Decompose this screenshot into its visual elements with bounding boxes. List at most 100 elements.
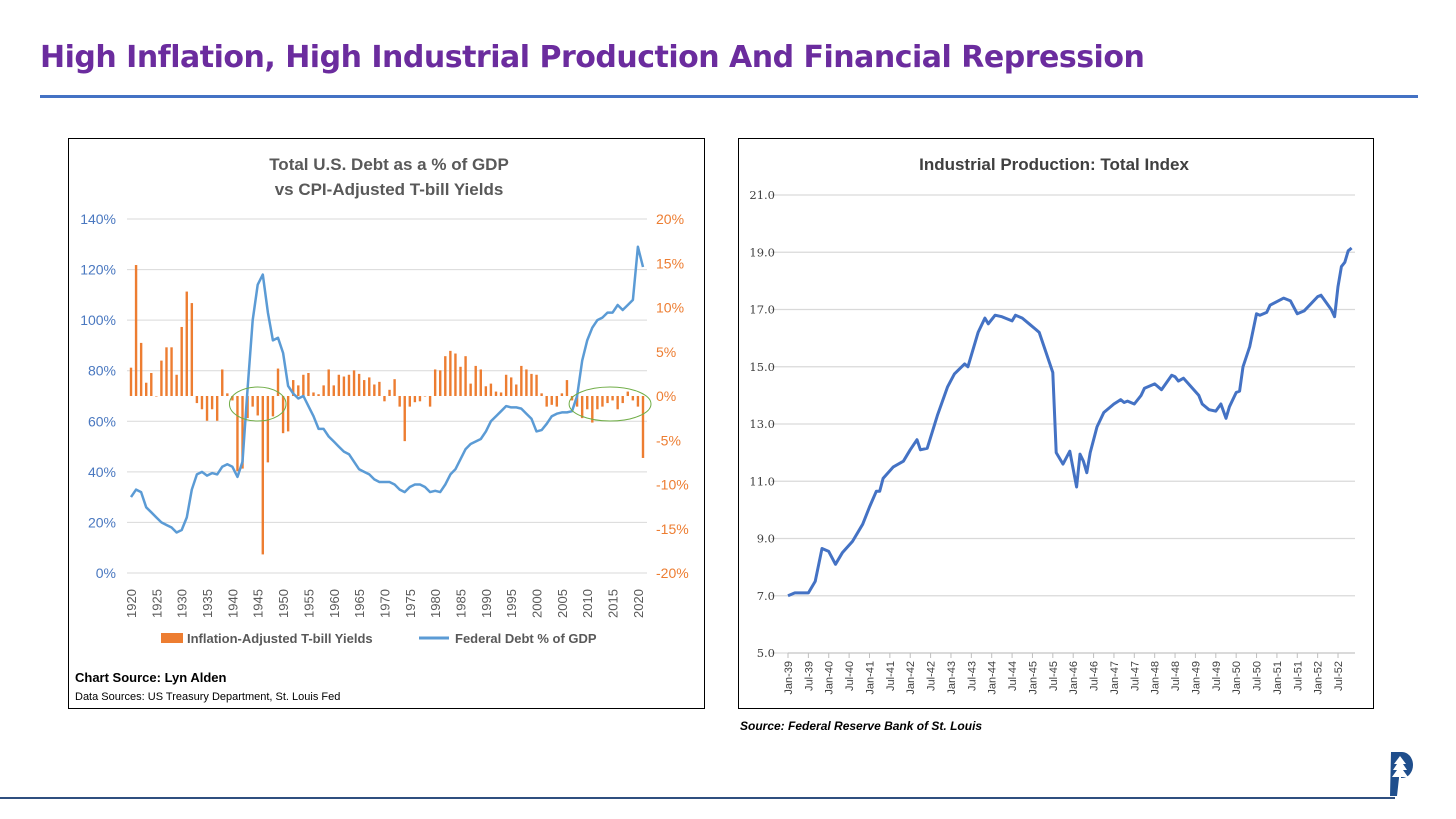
right-axis-tick: -20% (656, 565, 689, 581)
yield-bar (423, 396, 427, 397)
yield-bar (439, 370, 442, 396)
yield-bar (398, 396, 401, 407)
x-axis-tick: Jan-48 (1150, 661, 1162, 695)
yield-bar (388, 389, 391, 396)
yield-bar (408, 396, 412, 407)
x-axis-tick: Jul-42 (926, 661, 938, 691)
x-axis-tick: Jan-45 (1027, 661, 1039, 695)
right-axis-tick: 15% (656, 255, 684, 271)
right-axis-tick: -15% (656, 521, 689, 537)
yield-bar (601, 396, 604, 407)
x-axis-tick: 1975 (403, 589, 418, 618)
x-axis-tick: Jan-52 (1313, 661, 1325, 695)
x-axis-tick: 1935 (200, 589, 215, 618)
x-axis-tick: 2015 (606, 589, 621, 618)
yield-bar (276, 368, 280, 396)
yield-bar (444, 356, 447, 396)
x-axis-tick: Jan-40 (824, 661, 836, 695)
yield-bar (509, 377, 513, 396)
yield-bar (251, 396, 254, 407)
x-axis-tick: 2020 (631, 589, 646, 618)
yield-bar (499, 392, 503, 396)
debt-line (129, 245, 645, 534)
yield-bar (555, 396, 559, 407)
x-axis-tick: Jul-44 (1007, 661, 1019, 691)
chart-title: Industrial Production: Total Index (919, 155, 1189, 174)
x-axis-tick: Jul-49 (1211, 661, 1223, 691)
yield-bar (150, 372, 153, 396)
x-axis-tick: Jan-47 (1109, 661, 1121, 695)
yield-bar (210, 396, 214, 410)
yield-bar (352, 370, 356, 396)
source-note: Source: Federal Reserve Bank of St. Loui… (740, 719, 983, 733)
yield-bar (175, 374, 178, 396)
yield-bar (621, 396, 624, 404)
yield-bar (469, 383, 472, 396)
ip-chart-svg: Industrial Production: Total Index 5.0 7.… (749, 155, 1355, 695)
yield-bar (433, 369, 437, 396)
yield-bar (297, 385, 300, 396)
yield-bar (322, 385, 325, 396)
yield-bar (129, 367, 133, 396)
yield-bar (545, 396, 548, 407)
legend: Inflation-Adjusted T-bill Yields Federal… (161, 631, 597, 646)
yield-bar (221, 369, 224, 396)
yield-bar (560, 393, 564, 396)
x-axis-tick: 1960 (327, 589, 342, 618)
chart-title: Total U.S. Debt as a % of GDP (269, 155, 509, 174)
x-axis-tick: 2005 (555, 589, 570, 618)
yield-bar (520, 365, 523, 396)
yield-bar (332, 385, 335, 396)
yield-bar (180, 326, 183, 396)
x-axis-tick: 1985 (454, 589, 469, 618)
yield-bar (494, 391, 498, 396)
company-logo-icon (1390, 752, 1413, 796)
right-axis-tick: -10% (656, 477, 689, 493)
yield-bar (479, 369, 482, 396)
title-divider (40, 95, 1418, 98)
yield-bar (449, 350, 452, 396)
x-axis-tick: Jul-51 (1292, 661, 1304, 691)
right-axis-tick: -5% (656, 432, 681, 448)
yield-bar (165, 347, 168, 396)
yield-bar (256, 396, 259, 416)
right-axis-tick: 5% (656, 344, 676, 360)
x-axis-tick: 1970 (377, 589, 392, 618)
x-axis-tick: Jul-50 (1252, 661, 1264, 691)
x-axis-tick: Jul-43 (966, 661, 978, 691)
yield-bar (606, 396, 609, 404)
x-axis-tick: Jul-46 (1089, 661, 1101, 691)
yield-bar (215, 396, 219, 421)
y-axis-tick: 15.0 (749, 360, 775, 374)
yield-bar (266, 396, 270, 463)
yield-bar (504, 374, 508, 396)
yield-bar (474, 365, 477, 396)
yield-bar (484, 386, 488, 396)
yield-bar (454, 353, 457, 396)
yield-bar (413, 396, 417, 403)
left-axis-tick: 20% (88, 514, 116, 530)
highlight-ellipse (568, 386, 652, 422)
yield-bar (160, 360, 163, 396)
yield-bar (357, 373, 361, 396)
legend-bar-swatch (161, 633, 183, 643)
yield-bar (231, 396, 234, 401)
industrial-production-line (787, 246, 1353, 598)
yield-bar (378, 381, 381, 396)
right-axis-tick: 0% (656, 388, 676, 404)
x-axis-tick: 1945 (251, 589, 266, 618)
yield-bar (205, 396, 209, 421)
yield-bar (515, 384, 518, 396)
yield-bar (327, 369, 330, 396)
x-axis-tick: Jul-48 (1170, 661, 1182, 691)
debt-vs-tbill-chart: Total U.S. Debt as a % of GDP vs CPI-Adj… (68, 138, 705, 709)
x-axis-tick: Jul-41 (885, 661, 897, 691)
y-axis-tick: 11.0 (749, 474, 775, 488)
left-axis-tick: 40% (88, 464, 116, 480)
x-axis-tick: 1955 (301, 589, 316, 618)
x-axis-tick: Jan-49 (1190, 661, 1202, 695)
x-axis-tick: Jul-47 (1129, 661, 1141, 691)
x-axis-tick: Jan-43 (946, 661, 958, 695)
x-axis-tick: Jan-39 (783, 661, 795, 695)
right-axis-tick: 20% (656, 211, 684, 227)
